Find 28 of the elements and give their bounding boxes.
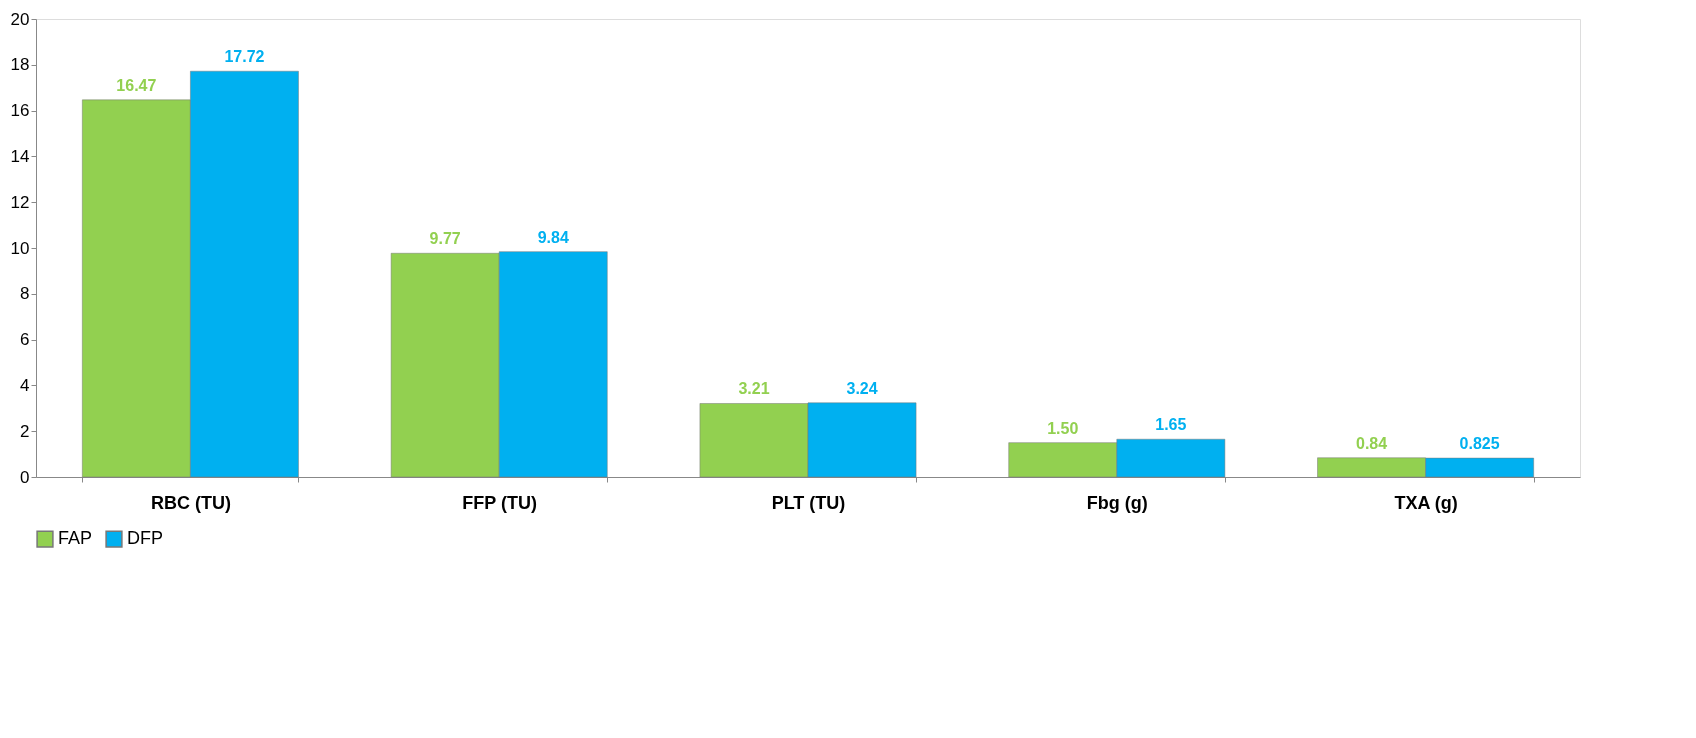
x-tick-label: Fbg (g) <box>1086 492 1148 513</box>
legend-label: FAP <box>58 528 93 549</box>
data-label: 1.50 <box>1047 419 1079 437</box>
x-tick-label: TXA (g) <box>1394 492 1458 513</box>
y-tick-label: 0 <box>20 467 30 487</box>
y-tick-label: 20 <box>10 9 30 29</box>
y-tick-label: 16 <box>10 101 30 121</box>
x-tick-label: FFP (TU) <box>462 492 538 513</box>
x-tick-label: RBC (TU) <box>150 492 231 513</box>
y-tick-label: 8 <box>20 284 30 304</box>
y-tick-label: 4 <box>20 375 30 395</box>
data-label: 3.24 <box>846 379 878 397</box>
data-label: 0.84 <box>1355 434 1388 452</box>
data-label: 3.21 <box>738 380 770 398</box>
data-label: 9.77 <box>429 230 461 248</box>
y-tick-label: 12 <box>10 192 30 212</box>
legend-label: DFP <box>127 528 163 549</box>
data-label: 9.84 <box>537 228 569 246</box>
data-label: 0.825 <box>1459 435 1500 453</box>
y-tick-label: 18 <box>10 55 30 75</box>
y-tick-label: 6 <box>20 330 30 350</box>
data-label: 17.72 <box>224 48 265 66</box>
x-tick-label: PLT (TU) <box>771 492 846 513</box>
y-tick-label: 10 <box>10 238 30 258</box>
data-label: 16.47 <box>116 76 157 94</box>
y-tick-label: 14 <box>10 146 30 166</box>
y-tick-label: 2 <box>20 421 30 441</box>
data-label: 1.65 <box>1155 416 1187 434</box>
